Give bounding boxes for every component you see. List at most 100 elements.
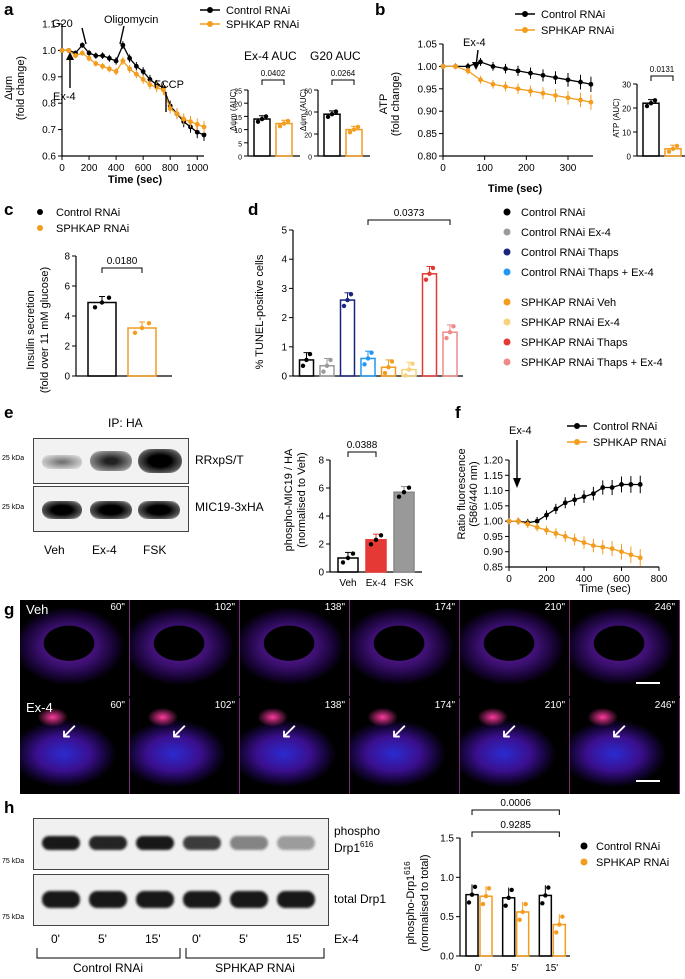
legend-d-item: SPHKAP RNAi Veh [521, 297, 616, 309]
panel-b: 0.800.850.900.951.001.050 100 200 300 ATP (… [378, 9, 685, 195]
e-bar-dot [368, 542, 374, 547]
micrograph-time-label: 102" [214, 602, 235, 613]
legend-d-item: Control RNAi Thaps + Ex-4 [521, 267, 654, 279]
legend-d-marker [503, 318, 511, 326]
panel-c: Control RNAi SPHKAP RNAi 0 2 4 6 8 0.0180 Ins… [25, 207, 172, 393]
micrograph-tile: 174" [350, 600, 460, 696]
a-trace-ytick-label: 0.6 [42, 152, 56, 163]
blot-label-mic19: MIC19-3xHA [195, 500, 264, 514]
h-bar-ytick-label: 0.0 [440, 952, 454, 963]
h-dot [520, 909, 525, 915]
legend-sphkap-a: SPHKAP RNAi [226, 19, 299, 31]
legend-sphkap-h: SPHKAP RNAi [596, 857, 669, 869]
d-bar-bar [421, 273, 438, 377]
blot-band-total [183, 891, 221, 908]
panel-b-trace-chart: 0.80 0.85 0.90 0.95 1.00 1.05 0 100 200 300 [418, 40, 594, 174]
micrograph-tile: 102" [130, 600, 240, 696]
b-trace-ytick-label: 0.90 [418, 107, 438, 118]
a-auc2-ytick-label: 40 [304, 111, 312, 118]
a-auc2-ytick-label: 0 [308, 155, 312, 162]
micrograph-tile: 60" Ex-4 ↙ [20, 698, 130, 794]
b-bar-ytick-label: 30 [622, 81, 631, 90]
panel-b-ylabel-1: ATP [378, 94, 390, 115]
f-trace-ytick-label: 1.10 [484, 486, 504, 497]
c-bar-dot [99, 300, 105, 305]
b-bar-ytick-label: 0 [627, 153, 632, 162]
f-trace-ytick-label: 0.95 [484, 532, 504, 543]
h-dot [546, 885, 551, 890]
f-trace-ytick-label: 1.20 [484, 456, 504, 467]
c-bar-dot [146, 321, 152, 326]
e-xtick-label: Ex-4 [366, 578, 387, 589]
e-bar-dot [345, 555, 351, 561]
a-trace-ytick-label: 1.1 [42, 20, 56, 31]
g20-auc-pvalue: 0.0264 [331, 69, 356, 78]
d-bar-dot [444, 335, 449, 341]
blot-band-phospho [89, 836, 127, 850]
h-xtick-label: 0' [475, 963, 483, 974]
e-bar-dot [340, 560, 346, 565]
a-auc1-bar [275, 122, 293, 157]
d-bar-dot [389, 359, 395, 364]
h-dot [486, 886, 492, 891]
blot-rrxps [33, 438, 189, 484]
e-bar-dot [373, 537, 379, 542]
h-lane-label: 0' [51, 932, 60, 946]
a-auc2-dot [351, 127, 357, 132]
ex4-annotation-a: Ex-4 [53, 91, 76, 103]
a-trace-ytick-label: 0.7 [42, 125, 56, 136]
panel-b-bar-chart: 0 10 20 30 0.0131 [622, 65, 685, 162]
legend-control-a: Control RNAi [226, 5, 290, 17]
ex4-arrowhead-b [472, 62, 480, 70]
panel-d-bar-chart: 0 1 2 3 4 5 0.0373 [281, 208, 463, 383]
f-trace-xtick-label: 800 [651, 574, 668, 585]
b-bar-dot [648, 101, 654, 106]
legend-d-marker [503, 358, 511, 366]
panel-h-ylabel-2: (normalised to total) [419, 854, 431, 951]
blot-total-drp1 [33, 874, 329, 926]
d-bar-ytick-label: 1 [281, 342, 287, 353]
ex4-auc-pvalue: 0.0402 [261, 69, 286, 78]
d-bar-pvalue: 0.0373 [394, 208, 425, 219]
oligomycin-arrow [119, 25, 125, 45]
blot-band-total [42, 891, 80, 908]
h-lane-label: 5' [98, 932, 107, 946]
h-dot [469, 892, 475, 897]
group-label-control: Control RNAi [73, 961, 143, 975]
b-bar-ytick-label: 10 [622, 129, 631, 138]
blot-band-phospho [277, 836, 315, 850]
panel-b-bar-ylabel: ATP (AUC) [612, 98, 621, 138]
b-trace-xtick-label: 200 [518, 163, 535, 174]
ex4-auc-title: Ex-4 AUC [244, 49, 297, 63]
h-bar-sphkap [552, 923, 567, 957]
panel-e-ylabel-2: (normalised to Veh) [296, 452, 308, 547]
legend-d-marker [503, 338, 511, 346]
scale-bar [636, 682, 660, 684]
ex4-label-h: Ex-4 [334, 932, 359, 946]
a-auc1-ytick-label: 15 [234, 115, 242, 122]
f-trace-line-sphkap [509, 520, 641, 559]
h-dot [554, 930, 559, 935]
legend-d-marker [503, 208, 511, 216]
panel-e-letter: e [4, 403, 14, 422]
b-trace-xtick-label: 300 [560, 163, 577, 174]
f-trace-xtick-label: 0 [506, 574, 512, 585]
micrograph-time-label: 174" [434, 700, 455, 711]
b-bar-bar [642, 102, 660, 157]
e-bar-ytick-label: 6 [318, 484, 324, 495]
d-bar-dot [321, 369, 326, 374]
h-bar-ytick-label: 0.5 [440, 912, 454, 923]
panel-g-letter: g [4, 600, 15, 619]
c-bar-ytick-label: 2 [64, 342, 70, 353]
h-bar-ytick-label: 1.5 [440, 834, 454, 845]
d-bar-bar [339, 299, 356, 377]
h-dot [472, 884, 478, 889]
h-dot [506, 895, 511, 900]
lane-label-fsk: FSK [143, 543, 167, 557]
f-trace-ytick-label: 0.90 [484, 547, 504, 558]
b-bar-dot [670, 146, 676, 151]
micrograph-arrow-icon: ↙ [60, 718, 79, 743]
c-bar-ytick-label: 6 [64, 282, 70, 293]
panel-d-legend: Control RNAi Control RNAi Ex-4 Control RNA… [503, 207, 663, 369]
a-auc2-bar [323, 113, 341, 157]
